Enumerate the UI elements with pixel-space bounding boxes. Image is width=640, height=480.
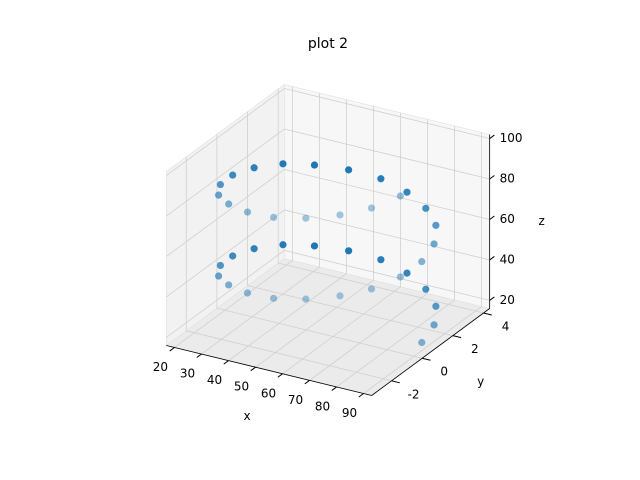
point: [345, 247, 353, 255]
grid-line: [166, 88, 285, 176]
y-tick-label: 4: [502, 320, 510, 334]
y-tick-label: 2: [471, 342, 479, 356]
point: [214, 272, 223, 280]
tick-mark: [489, 215, 495, 220]
tick-mark: [223, 360, 229, 365]
tick-mark: [483, 312, 492, 316]
x-axis-line: [166, 345, 372, 396]
tick-mark: [489, 296, 495, 301]
point: [279, 241, 287, 249]
point: [225, 200, 233, 208]
tick-mark: [304, 379, 310, 385]
tick-mark: [196, 353, 202, 358]
grid-line: [186, 330, 392, 382]
tick-mark: [277, 373, 283, 378]
tick-mark: [489, 134, 495, 139]
point: [367, 204, 376, 212]
point: [422, 204, 430, 212]
x-axis-label: x: [243, 409, 250, 423]
x-tick-label: 40: [207, 373, 222, 387]
grid-line: [166, 128, 285, 217]
grid-line: [216, 307, 423, 359]
point: [302, 214, 310, 222]
grid-line: [166, 250, 285, 338]
point: [396, 273, 404, 281]
x-tick-label: 60: [261, 386, 276, 400]
tick-mark: [358, 393, 364, 398]
grid-line: [284, 128, 490, 180]
point: [432, 221, 440, 229]
tick-mark: [422, 357, 431, 361]
grid-line: [284, 169, 490, 220]
point: [430, 240, 438, 248]
point: [345, 166, 353, 174]
y-tick-label: -2: [408, 387, 420, 401]
grid-line: [166, 209, 285, 298]
grid-line: [247, 285, 453, 337]
tick-mark: [489, 175, 495, 180]
point: [336, 211, 344, 219]
x-tick-label: 90: [342, 406, 357, 420]
grid-line: [284, 88, 490, 139]
z-axis-label: z: [539, 214, 545, 228]
y-tick-label: 0: [440, 365, 448, 379]
x-tick-label: 80: [315, 399, 330, 413]
point: [396, 192, 404, 200]
point: [269, 213, 278, 221]
tick-mark: [489, 256, 495, 261]
grid-line: [284, 250, 490, 301]
x-tick-label: 50: [234, 380, 249, 394]
point: [269, 294, 278, 302]
tick-mark: [391, 380, 400, 384]
grid-line: [166, 169, 285, 257]
point: [225, 281, 233, 289]
tick-mark: [250, 366, 256, 372]
point: [403, 188, 411, 196]
point: [250, 164, 258, 172]
point: [216, 180, 225, 189]
point: [243, 289, 252, 297]
point: [302, 295, 310, 303]
point: [432, 302, 440, 310]
point: [229, 252, 237, 260]
point: [229, 171, 237, 179]
x-tick-label: 20: [153, 360, 168, 374]
z-tick-label: 100: [500, 131, 523, 145]
y-axis-label: y: [477, 375, 484, 389]
point: [403, 269, 411, 277]
z-tick-label: 80: [500, 172, 515, 186]
point: [214, 191, 223, 199]
point: [250, 245, 258, 253]
point: [377, 256, 385, 264]
x-tick-label: 30: [180, 367, 195, 381]
chart-title: plot 2: [308, 36, 348, 52]
point: [310, 242, 319, 250]
point: [377, 175, 385, 183]
point: [279, 160, 287, 168]
grid-line: [284, 209, 490, 261]
point: [430, 321, 438, 329]
tick-mark: [169, 347, 175, 352]
point: [243, 208, 252, 216]
z-tick-label: 40: [500, 252, 515, 266]
x-tick-label: 70: [288, 393, 303, 407]
point: [367, 285, 376, 293]
point: [418, 338, 426, 347]
point: [418, 257, 426, 266]
point: [310, 161, 319, 169]
tick-mark: [452, 335, 462, 339]
y-axis-line: [371, 308, 490, 396]
tick-mark: [331, 386, 337, 391]
point: [216, 261, 225, 270]
point: [336, 292, 344, 300]
z-tick-label: 20: [500, 293, 515, 307]
grid-line: [278, 262, 484, 314]
z-tick-label: 60: [500, 212, 515, 226]
point: [422, 285, 430, 293]
